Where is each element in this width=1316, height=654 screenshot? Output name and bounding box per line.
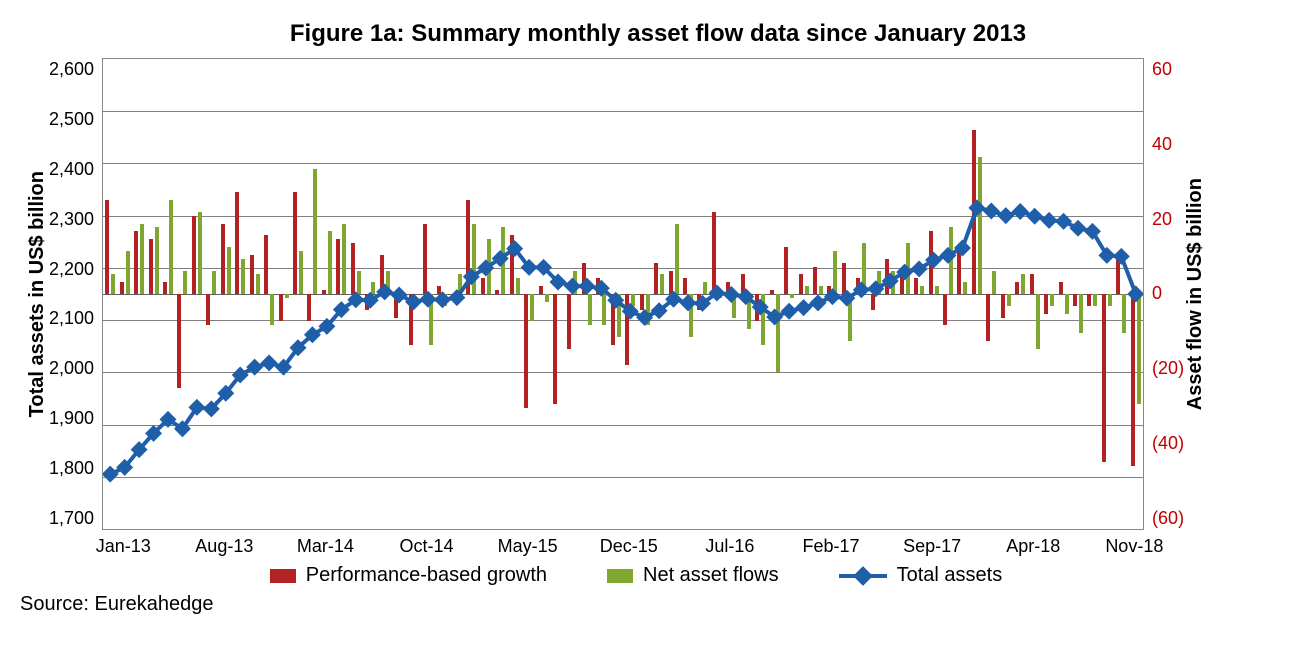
legend-item: Total assets <box>839 564 1003 587</box>
total-assets-marker <box>103 466 119 483</box>
legend-item: Net asset flows <box>607 564 779 587</box>
x-tick-label: Aug-13 <box>195 536 253 557</box>
total-assets-marker <box>997 207 1014 224</box>
y-right-tick: 0 <box>1152 283 1184 304</box>
legend-swatch <box>607 569 633 583</box>
y-left-tick: 2,100 <box>49 308 94 329</box>
y-right-ticks: 60 40 20 0 (20) (40) (60) <box>1144 59 1184 529</box>
total-assets-marker <box>391 287 408 304</box>
total-assets-marker <box>983 202 1000 219</box>
total-assets-marker <box>810 294 827 311</box>
y-left-tick: 2,400 <box>49 159 94 180</box>
y-right-tick: (60) <box>1152 508 1184 529</box>
x-tick-label: Feb-17 <box>802 536 859 557</box>
total-assets-line <box>110 208 1136 474</box>
y-left-tick: 1,800 <box>49 458 94 479</box>
legend-label: Performance-based growth <box>306 564 547 587</box>
total-assets-marker <box>781 303 798 320</box>
y-right-tick: 40 <box>1152 134 1184 155</box>
total-assets-marker <box>954 240 971 257</box>
y-left-ticks: 2,600 2,500 2,400 2,300 2,200 2,100 2,000 1,900… <box>49 59 102 529</box>
total-assets-marker <box>405 293 422 310</box>
total-assets-marker <box>1055 213 1072 230</box>
total-assets-marker <box>376 283 393 300</box>
total-assets-marker <box>680 294 697 311</box>
total-assets-marker <box>1084 223 1101 240</box>
total-assets-marker <box>246 359 263 376</box>
x-tick-label: May-15 <box>498 536 558 557</box>
chart-title: Figure 1a: Summary monthly asset flow da… <box>20 20 1296 48</box>
legend-swatch <box>270 569 296 583</box>
legend: Performance-based growth Net asset flows T… <box>116 564 1156 587</box>
y-right-label: Asset flow in US$ billion <box>1184 178 1213 410</box>
total-assets-marker <box>564 278 581 295</box>
y-left-tick: 2,000 <box>49 358 94 379</box>
total-assets-marker <box>261 354 278 371</box>
legend-label: Net asset flows <box>643 564 779 587</box>
y-right-tick: 20 <box>1152 209 1184 230</box>
total-assets-marker <box>838 290 855 307</box>
y-left-axis-block: Total assets in US$ billion 2,6002,5002,… <box>20 58 102 530</box>
below-plot: Jan-13Aug-13Mar-14Oct-14May-15Dec-15Jul-… <box>116 536 1296 587</box>
y-right-tick: 60 <box>1152 59 1184 80</box>
x-ticks: Jan-13Aug-13Mar-14Oct-14May-15Dec-15Jul-… <box>116 536 1156 560</box>
y-right-axis-block: 60 40 20 0 (20) (40) (60) Asset flow in US$ bi… <box>1144 58 1213 530</box>
total-assets-marker <box>1012 203 1029 220</box>
total-assets-marker <box>795 299 812 316</box>
y-right-tick: (20) <box>1152 358 1184 379</box>
y-right-tick: (40) <box>1152 433 1184 454</box>
y-left-tick: 2,200 <box>49 259 94 280</box>
total-assets-marker <box>434 291 451 308</box>
total-assets-marker <box>824 288 841 305</box>
total-assets-marker <box>362 292 379 309</box>
plot-area <box>102 58 1144 530</box>
total-assets-marker <box>1098 247 1115 264</box>
total-assets-marker <box>636 309 653 326</box>
plot-wrapper: Total assets in US$ billion 2,6002,5002,… <box>20 58 1296 530</box>
y-left-tick: 2,500 <box>49 109 94 130</box>
total-assets-marker <box>1041 212 1058 229</box>
chart-source: Source: Eurekahedge <box>20 593 1296 616</box>
x-tick-label: Oct-14 <box>400 536 454 557</box>
total-assets-marker <box>940 247 957 264</box>
x-tick-label: Jul-16 <box>705 536 754 557</box>
total-assets-marker <box>968 199 985 216</box>
total-assets-marker <box>1070 220 1087 237</box>
x-tick-label: Nov-18 <box>1105 536 1163 557</box>
total-assets-marker <box>1127 286 1143 303</box>
total-assets-marker <box>420 291 437 308</box>
y-left-tick: 1,900 <box>49 408 94 429</box>
total-assets-marker <box>578 278 595 295</box>
x-tick-label: Apr-18 <box>1006 536 1060 557</box>
x-tick-label: Jan-13 <box>96 536 151 557</box>
legend-swatch <box>839 569 887 583</box>
x-tick-label: Sep-17 <box>903 536 961 557</box>
legend-item: Performance-based growth <box>270 564 547 587</box>
x-tick-label: Dec-15 <box>600 536 658 557</box>
chart-container: Figure 1a: Summary monthly asset flow da… <box>20 20 1296 616</box>
line-layer <box>103 59 1143 529</box>
total-assets-marker <box>867 280 884 297</box>
total-assets-marker <box>853 281 870 298</box>
total-assets-marker <box>723 286 740 303</box>
total-assets-marker <box>1113 248 1130 265</box>
y-left-tick: 2,600 <box>49 59 94 80</box>
legend-label: Total assets <box>897 564 1003 587</box>
y-left-tick: 2,300 <box>49 209 94 230</box>
total-assets-marker <box>1026 208 1043 225</box>
y-left-label: Total assets in US$ billion <box>20 171 49 417</box>
y-left-tick: 1,700 <box>49 508 94 529</box>
x-tick-label: Mar-14 <box>297 536 354 557</box>
